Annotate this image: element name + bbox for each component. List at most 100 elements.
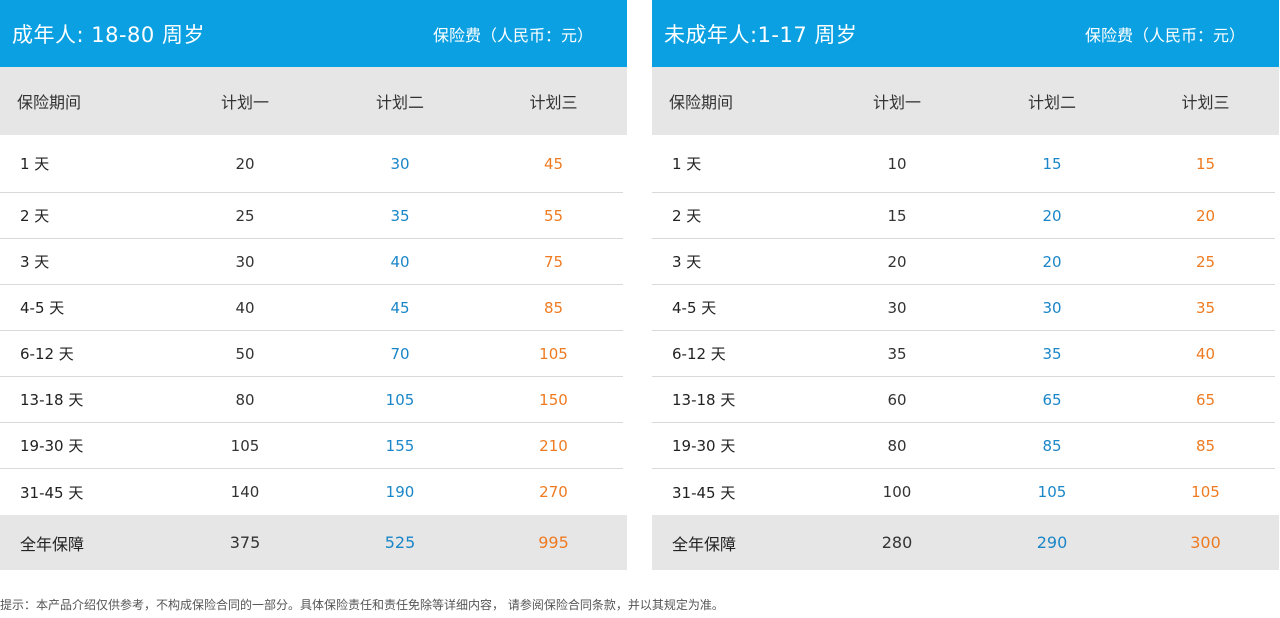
plan3-cell: 35 — [1195, 298, 1216, 317]
plan3-cell: 150 — [539, 390, 568, 409]
plan2-cell: 20 — [1042, 206, 1062, 225]
table-row: 2 天 25 35 55 — [0, 193, 623, 239]
plan3-cell: 55 — [543, 206, 564, 225]
plan3-cell: 75 — [543, 252, 564, 271]
period-cell: 31-45 天 — [20, 483, 84, 502]
table-row: 31-45 天 100 105 105 — [652, 469, 1275, 515]
plan3-cell: 210 — [539, 436, 568, 455]
plan2-cell: 30 — [390, 154, 410, 173]
panel-unit: 保险费（人民币：元） — [432, 25, 593, 45]
plan2-cell: 105 — [1037, 483, 1067, 501]
plan2-cell: 105 — [385, 390, 415, 409]
plan3-cell: 25 — [1195, 252, 1216, 271]
table-row: 19-30 天 105 155 210 — [0, 423, 623, 469]
plan2-cell: 20 — [1042, 252, 1062, 271]
plan2-cell: 70 — [390, 344, 410, 363]
plan3-cell: 105 — [1191, 483, 1220, 501]
plan1-cell: 50 — [235, 344, 255, 363]
table-body: 1 天 20 30 45 2 天 25 35 55 3 天 30 40 75 4… — [0, 135, 627, 515]
plan1-cell: 80 — [887, 436, 907, 455]
total-plan3-cell: 995 — [538, 533, 569, 552]
plan1-cell: 100 — [882, 483, 912, 501]
period-cell: 19-30 天 — [20, 437, 84, 455]
total-period-cell: 全年保障 — [672, 534, 737, 554]
period-cell: 1 天 — [20, 155, 50, 173]
plan2-cell: 15 — [1042, 154, 1062, 173]
period-cell: 13-18 天 — [672, 391, 736, 409]
column-header-plan2: 计划二 — [375, 93, 424, 112]
plan2-cell: 85 — [1042, 436, 1062, 455]
plan2-cell: 40 — [390, 252, 410, 271]
table-body: 1 天 10 15 15 2 天 15 20 20 3 天 20 20 25 4… — [652, 135, 1279, 515]
period-cell: 31-45 天 — [672, 483, 736, 502]
plan3-cell: 45 — [543, 154, 564, 173]
plan1-cell: 35 — [887, 344, 907, 363]
column-header-period: 保险期间 — [669, 93, 734, 112]
table-row: 3 天 20 20 25 — [652, 239, 1275, 285]
total-plan2-cell: 290 — [1036, 533, 1068, 552]
plan2-cell: 155 — [385, 436, 415, 455]
column-header-plan3: 计划三 — [1181, 93, 1230, 112]
column-header-row: 保险期间 计划一 计划二 计划三 — [652, 67, 1279, 135]
plan1-cell: 15 — [887, 206, 907, 225]
table-row: 2 天 15 20 20 — [652, 193, 1275, 239]
total-plan3-cell: 300 — [1190, 533, 1221, 552]
period-cell: 13-18 天 — [20, 391, 84, 409]
table-row: 6-12 天 50 70 105 — [0, 331, 623, 377]
plan3-cell: 15 — [1195, 154, 1216, 173]
period-cell: 2 天 — [672, 207, 702, 225]
plan1-cell: 40 — [235, 298, 255, 317]
plan3-cell: 65 — [1195, 390, 1216, 409]
table-row: 1 天 20 30 45 — [0, 135, 623, 193]
table-row: 6-12 天 35 35 40 — [652, 331, 1275, 377]
column-header-plan1: 计划一 — [872, 93, 921, 112]
minor-premium-table: 未成年人:1-17 周岁 保险费（人民币：元） 保险期间 计划一 计划二 计划三… — [652, 0, 1279, 572]
plan1-cell: 20 — [887, 252, 907, 271]
plan2-cell: 65 — [1042, 390, 1062, 409]
plan3-cell: 20 — [1195, 206, 1216, 225]
plan1-cell: 105 — [230, 436, 260, 455]
period-cell: 6-12 天 — [672, 345, 726, 363]
total-plan2-cell: 525 — [384, 533, 416, 552]
plan1-cell: 80 — [235, 390, 255, 409]
table-row: 19-30 天 80 85 85 — [652, 423, 1275, 469]
period-cell: 2 天 — [20, 207, 50, 225]
period-cell: 4-5 天 — [672, 299, 717, 317]
period-cell: 4-5 天 — [20, 299, 65, 317]
table-row: 31-45 天 140 190 270 — [0, 469, 623, 515]
plan1-cell: 30 — [887, 298, 907, 317]
plan2-cell: 45 — [390, 298, 410, 317]
plan1-cell: 140 — [230, 483, 260, 501]
panel-unit: 保险费（人民币：元） — [1084, 25, 1245, 45]
total-plan1-cell: 280 — [881, 533, 913, 552]
column-header-plan2: 计划二 — [1027, 93, 1076, 112]
panel-title: 成年人: 18-80 周岁 — [12, 22, 205, 47]
period-cell: 1 天 — [672, 155, 702, 173]
plan2-cell: 190 — [385, 483, 415, 501]
table-row: 13-18 天 80 105 150 — [0, 377, 623, 423]
plan1-cell: 30 — [235, 252, 255, 271]
table-row: 4-5 天 40 45 85 — [0, 285, 623, 331]
total-row: 全年保障 280 290 300 — [652, 515, 1279, 570]
total-period-cell: 全年保障 — [20, 534, 85, 554]
table-row: 4-5 天 30 30 35 — [652, 285, 1275, 331]
period-cell: 3 天 — [20, 253, 50, 271]
column-header-row: 保险期间 计划一 计划二 计划三 — [0, 67, 627, 135]
plan3-cell: 85 — [543, 298, 564, 317]
plan3-cell: 105 — [539, 344, 568, 363]
panel-header: 未成年人:1-17 周岁 保险费（人民币：元） — [652, 0, 1279, 67]
plan1-cell: 60 — [887, 390, 907, 409]
table-row: 3 天 30 40 75 — [0, 239, 623, 285]
column-header-plan1: 计划一 — [220, 93, 269, 112]
disclaimer-note: 提示：本产品介绍仅供参考，不构成保险合同的一部分。具体保险责任和责任免除等详细内… — [0, 598, 724, 612]
plan1-cell: 10 — [887, 154, 907, 173]
table-row: 13-18 天 60 65 65 — [652, 377, 1275, 423]
total-plan1-cell: 375 — [229, 533, 261, 552]
plan1-cell: 20 — [235, 154, 255, 173]
adult-premium-table: 成年人: 18-80 周岁 保险费（人民币：元） 保险期间 计划一 计划二 计划… — [0, 0, 627, 572]
column-header-period: 保险期间 — [17, 93, 82, 112]
panel-header: 成年人: 18-80 周岁 保险费（人民币：元） — [0, 0, 627, 67]
plan3-cell: 85 — [1195, 436, 1216, 455]
plan2-cell: 30 — [1042, 298, 1062, 317]
